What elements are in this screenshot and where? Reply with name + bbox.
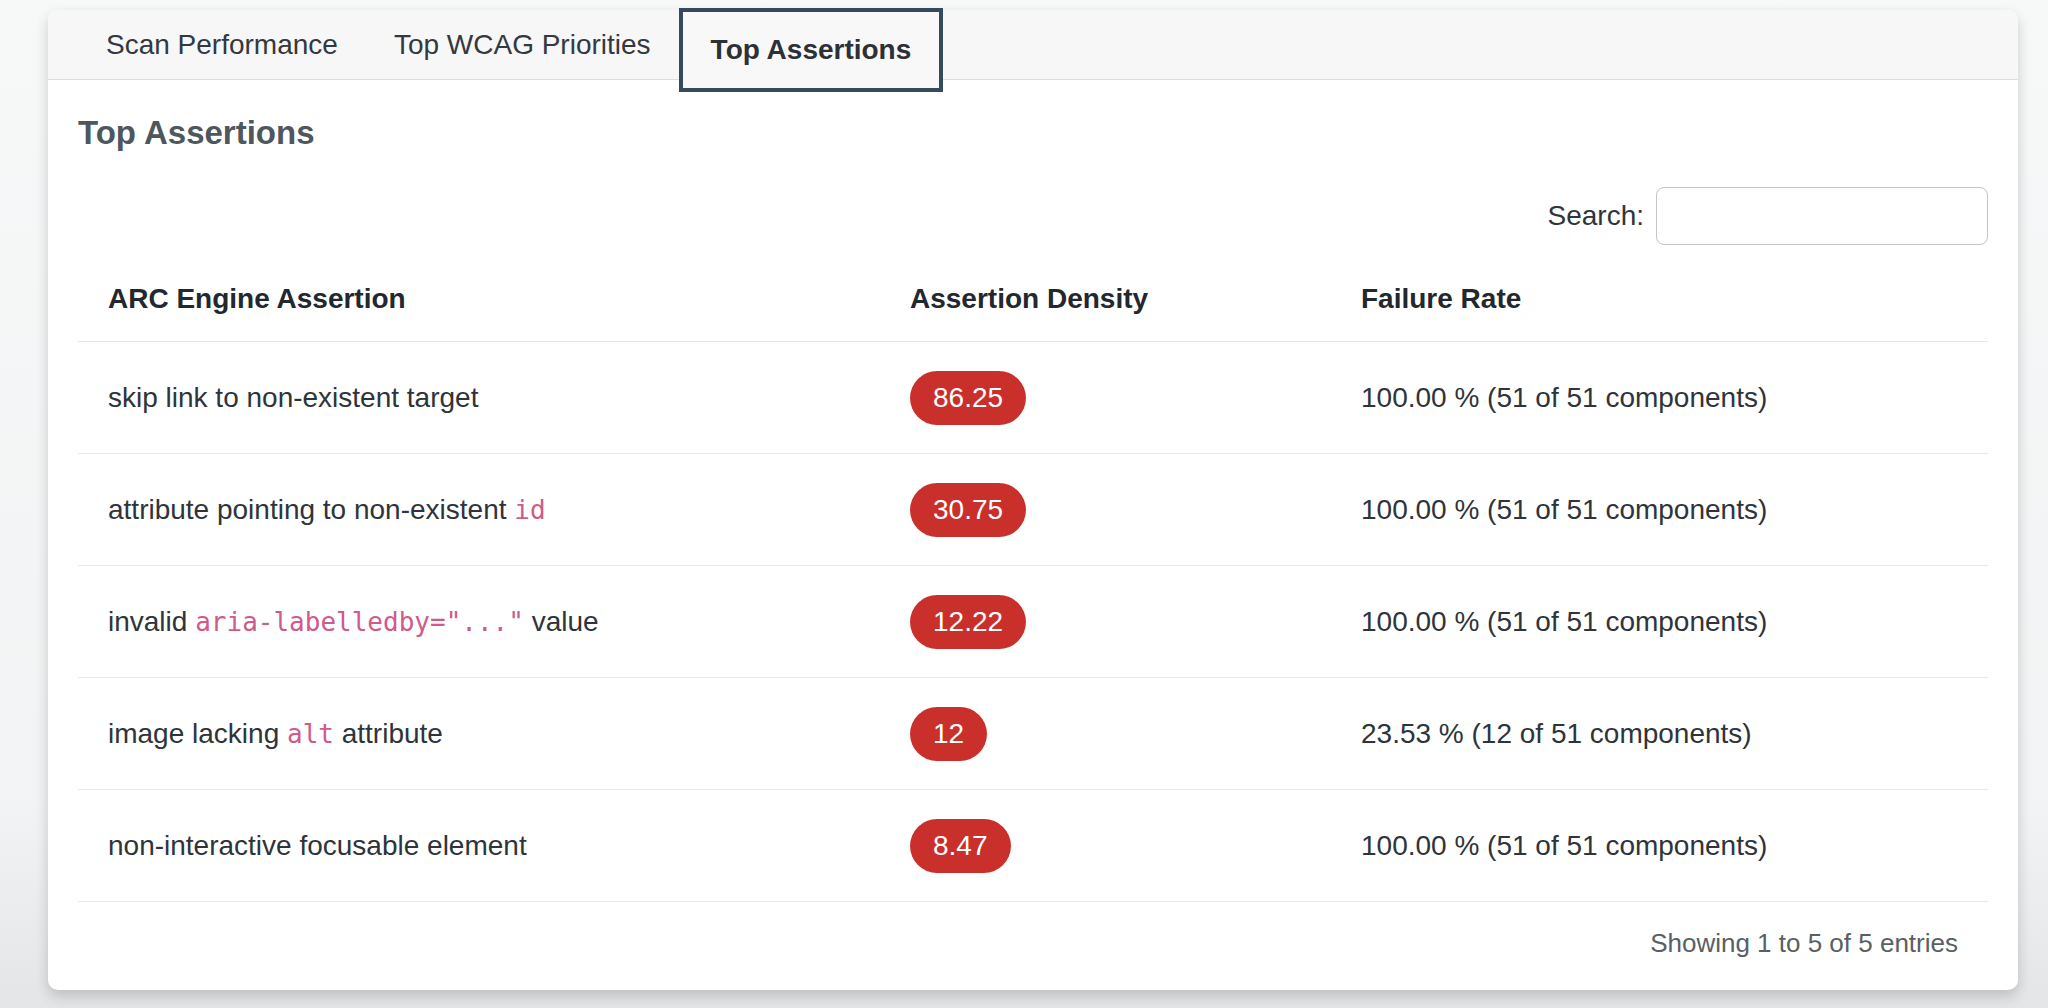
column-header-failure-rate[interactable]: Failure Rate <box>1331 245 1988 342</box>
table-header-row: ARC Engine Assertion Assertion Density F… <box>78 245 1988 342</box>
assertion-code-text: aria-labelledby="..." <box>195 607 524 637</box>
failure-rate-cell: 23.53 % (12 of 51 components) <box>1331 678 1988 790</box>
page-title: Top Assertions <box>78 110 1988 155</box>
assertion-cell: non-interactive focusable element <box>78 790 880 902</box>
column-header-density[interactable]: Assertion Density <box>880 245 1331 342</box>
panel-content: Top Assertions Search: ARC Engine Assert… <box>48 110 2018 959</box>
density-cell: 30.75 <box>880 454 1331 566</box>
density-badge: 8.47 <box>910 819 1011 873</box>
tab-scan-performance[interactable]: Scan Performance <box>78 10 366 80</box>
density-badge: 86.25 <box>910 371 1026 425</box>
table-row: image lacking alt attribute 12 23.53 % (12… <box>78 678 1988 790</box>
assertion-text: attribute <box>334 718 443 749</box>
search-label: Search: <box>1548 200 1645 232</box>
tab-top-wcag-priorities[interactable]: Top WCAG Priorities <box>366 10 679 80</box>
density-cell: 8.47 <box>880 790 1331 902</box>
tab-label: Scan Performance <box>106 29 338 61</box>
assertion-cell: image lacking alt attribute <box>78 678 880 790</box>
assertion-code-text: id <box>514 495 545 525</box>
failure-rate-cell: 100.00 % (51 of 51 components) <box>1331 790 1988 902</box>
density-badge: 12 <box>910 707 987 761</box>
tab-label: Top WCAG Priorities <box>394 29 651 61</box>
table-row: attribute pointing to non-existent id 30.… <box>78 454 1988 566</box>
search-input[interactable] <box>1656 187 1988 245</box>
density-badge: 30.75 <box>910 483 1026 537</box>
table-row: non-interactive focusable element 8.47 100… <box>78 790 1988 902</box>
table-header: ARC Engine Assertion Assertion Density F… <box>78 245 1988 342</box>
failure-rate-cell: 100.00 % (51 of 51 components) <box>1331 454 1988 566</box>
top-assertions-card: Scan Performance Top WCAG Priorities Top A… <box>48 10 2018 990</box>
failure-rate-cell: 100.00 % (51 of 51 components) <box>1331 566 1988 678</box>
tab-bar: Scan Performance Top WCAG Priorities Top A… <box>48 10 2018 80</box>
assertion-text: attribute pointing to non-existent <box>108 494 514 525</box>
assertion-text: image lacking <box>108 718 287 749</box>
density-cell: 12 <box>880 678 1331 790</box>
density-cell: 12.22 <box>880 566 1331 678</box>
assertion-cell: skip link to non-existent target <box>78 342 880 454</box>
assertion-cell: invalid aria-labelledby="..." value <box>78 566 880 678</box>
failure-rate-cell: 100.00 % (51 of 51 components) <box>1331 342 1988 454</box>
assertion-text: invalid <box>108 606 195 637</box>
assertion-text: skip link to non-existent target <box>108 382 478 413</box>
tab-label: Top Assertions <box>711 34 912 66</box>
assertion-code-text: alt <box>287 719 334 749</box>
table-footer: Showing 1 to 5 of 5 entries <box>78 902 1988 959</box>
tab-top-assertions[interactable]: Top Assertions <box>679 8 944 92</box>
column-header-assertion[interactable]: ARC Engine Assertion <box>78 245 880 342</box>
density-badge: 12.22 <box>910 595 1026 649</box>
assertion-text: value <box>524 606 599 637</box>
entries-status: Showing 1 to 5 of 5 entries <box>1650 928 1958 958</box>
table-row: skip link to non-existent target 86.25 100… <box>78 342 1988 454</box>
table-row: invalid aria-labelledby="..." value 12.22… <box>78 566 1988 678</box>
assertion-text: non-interactive focusable element <box>108 830 527 861</box>
density-cell: 86.25 <box>880 342 1331 454</box>
assertions-table: ARC Engine Assertion Assertion Density F… <box>78 245 1988 902</box>
assertion-cell: attribute pointing to non-existent id <box>78 454 880 566</box>
search-row: Search: <box>78 187 1988 245</box>
